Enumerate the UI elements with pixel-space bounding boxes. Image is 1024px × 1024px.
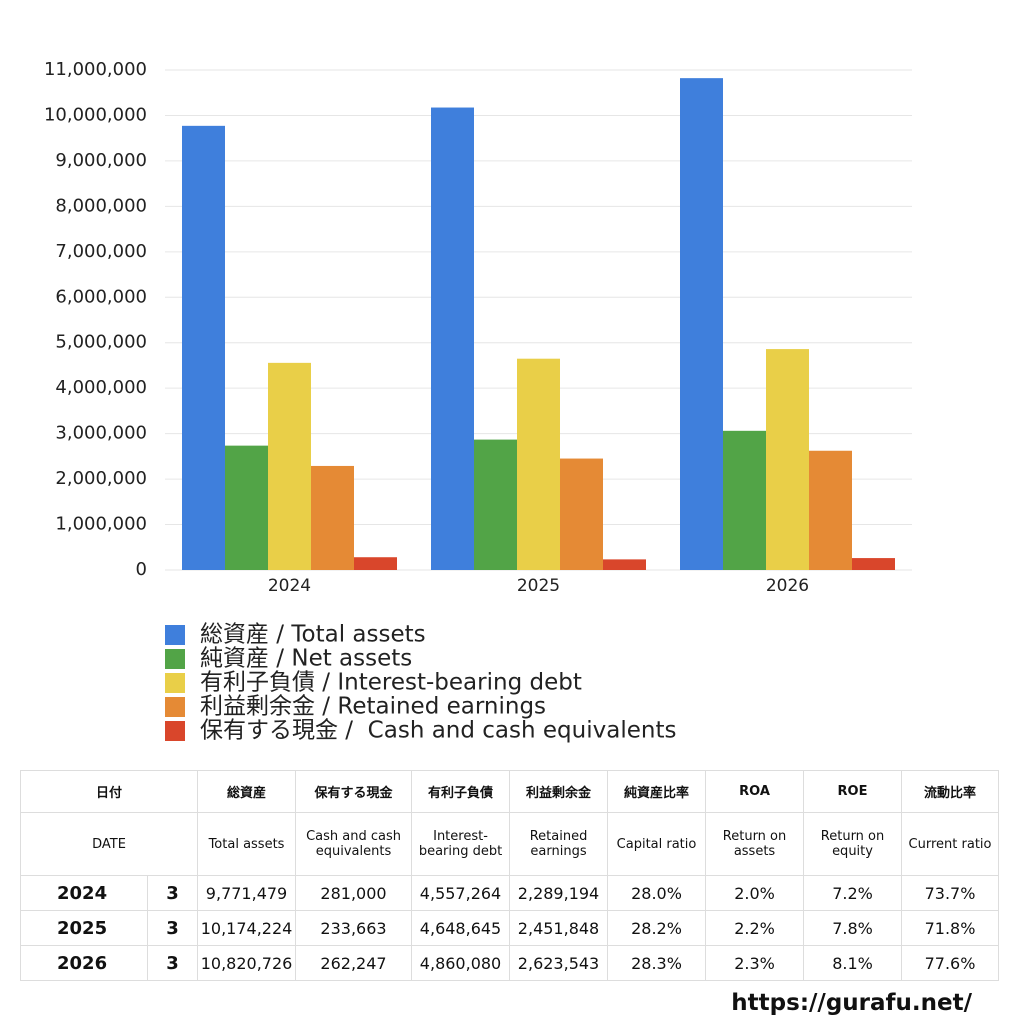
- table-cell: 262,247: [295, 945, 413, 981]
- table-cell: Retained earnings: [509, 812, 609, 876]
- table-cell: 4,557,264: [411, 875, 511, 911]
- bar: [680, 78, 723, 571]
- bar: [560, 458, 603, 570]
- table-cell: Current ratio: [901, 812, 1000, 876]
- table-cell: 利益剰余金: [509, 770, 609, 813]
- bar: [311, 465, 354, 570]
- table-cell: 77.6%: [901, 945, 1000, 981]
- y-tick-label: 10,000,000: [44, 104, 147, 125]
- table-cell: 10,820,726: [197, 945, 297, 981]
- table-cell: Return on equity: [803, 812, 903, 876]
- table-cell: 233,663: [295, 910, 413, 946]
- bar: [182, 125, 225, 571]
- y-tick-label: 4,000,000: [55, 377, 147, 398]
- table-row: 2026 3 10,820,726 262,247 4,860,080 2,623,543…: [20, 945, 1000, 981]
- y-tick-label: 0: [136, 559, 147, 580]
- table-cell: 28.0%: [607, 875, 707, 911]
- table-cell: Return on assets: [705, 812, 805, 876]
- table-cell: Interest-bearing debt: [411, 812, 511, 876]
- table-cell: 2.0%: [705, 875, 805, 911]
- bar: [431, 107, 474, 570]
- footer-url: https://gurafu.net/: [731, 990, 972, 1016]
- table-row: 日付 総資産 保有する現金 有利子負債 利益剰余金 純資産比率 ROA ROE 流動比率: [19, 770, 1000, 813]
- table-row: 2024 3 9,771,479 281,000 4,557,264 2,289,194 2…: [20, 875, 1000, 911]
- bar: [723, 430, 766, 570]
- table-cell: 281,000: [295, 875, 413, 911]
- table-cell: 28.2%: [607, 910, 707, 946]
- bar: [354, 557, 397, 570]
- table-cell: 純資産比率: [607, 770, 707, 813]
- legend-label: 保有する現金 / Cash and cash equivalents: [200, 718, 676, 744]
- x-tick-label: 2025: [517, 576, 560, 596]
- legend-label: 利益剰余金 / Retained earnings: [200, 694, 546, 720]
- y-tick-label: 9,000,000: [55, 150, 147, 171]
- table-cell: 2,289,194: [509, 875, 609, 911]
- y-tick-label: 11,000,000: [44, 59, 147, 80]
- x-tick-label: 2026: [766, 576, 809, 596]
- y-tick-label: 5,000,000: [55, 332, 147, 353]
- table-cell: 2024: [20, 875, 148, 911]
- table-cell: Capital ratio: [607, 812, 707, 876]
- table-cell: 3: [146, 875, 199, 911]
- bar: [225, 445, 268, 570]
- data-table: 日付 総資産 保有する現金 有利子負債 利益剰余金 純資産比率 ROA ROE 流動比率 DATE…: [19, 770, 1000, 981]
- table-cell: Cash and cash equivalents: [295, 812, 413, 876]
- legend-swatch: [165, 625, 185, 645]
- y-tick-label: 2,000,000: [55, 468, 147, 489]
- bar: [852, 558, 895, 570]
- table-cell: 2026: [20, 945, 148, 981]
- x-tick-label: 2024: [268, 576, 311, 596]
- bar: [474, 439, 517, 570]
- table-cell: 2.2%: [705, 910, 805, 946]
- table-cell: 7.8%: [803, 910, 903, 946]
- table-cell: 10,174,224: [197, 910, 297, 946]
- bar: [517, 358, 560, 570]
- table-cell: 9,771,479: [197, 875, 297, 911]
- legend-swatch: [165, 697, 185, 717]
- table-cell: 総資産: [197, 770, 297, 813]
- table-cell: 日付: [19, 770, 199, 813]
- table-cell: Total assets: [197, 812, 297, 876]
- table-cell: ROE: [803, 770, 903, 813]
- bar: [603, 559, 646, 570]
- bar: [268, 362, 311, 570]
- table-cell: 流動比率: [901, 770, 1000, 813]
- table-cell: 保有する現金: [295, 770, 413, 813]
- table-row: DATE Total assets Cash and cash equivalent…: [19, 812, 1000, 876]
- bar: [809, 450, 852, 570]
- table-cell: 7.2%: [803, 875, 903, 911]
- table-cell: 2,451,848: [509, 910, 609, 946]
- legend-swatch: [165, 721, 185, 741]
- legend-label: 有利子負債 / Interest-bearing debt: [200, 670, 582, 696]
- table-cell: 3: [146, 910, 199, 946]
- bar: [766, 349, 809, 570]
- table-cell: 28.3%: [607, 945, 707, 981]
- table-cell: 2.3%: [705, 945, 805, 981]
- legend-label: 純資産 / Net assets: [200, 646, 412, 672]
- y-tick-label: 1,000,000: [55, 514, 147, 535]
- table-cell: 4,648,645: [411, 910, 511, 946]
- table-cell: 有利子負債: [411, 770, 511, 813]
- y-tick-label: 3,000,000: [55, 423, 147, 444]
- table-cell: 73.7%: [901, 875, 1000, 911]
- y-tick-label: 8,000,000: [55, 195, 147, 216]
- chart: 0 1,000,000 2,000,000 3,000,000 4,000,000 5,0…: [44, 59, 912, 744]
- legend-swatch: [165, 673, 185, 693]
- table-row: 2025 3 10,174,224 233,663 4,648,645 2,451,848…: [20, 910, 1000, 946]
- table-cell: ROA: [705, 770, 805, 813]
- table-cell: 2,623,543: [509, 945, 609, 981]
- table-cell: 71.8%: [901, 910, 1000, 946]
- y-tick-label: 6,000,000: [55, 286, 147, 307]
- table-cell: DATE: [19, 812, 199, 876]
- table-cell: 8.1%: [803, 945, 903, 981]
- table-cell: 3: [146, 945, 199, 981]
- table-cell: 4,860,080: [411, 945, 511, 981]
- table-cell: 2025: [20, 910, 148, 946]
- legend-label: 総資産 / Total assets: [200, 622, 426, 648]
- legend-swatch: [165, 649, 185, 669]
- y-tick-label: 7,000,000: [55, 241, 147, 262]
